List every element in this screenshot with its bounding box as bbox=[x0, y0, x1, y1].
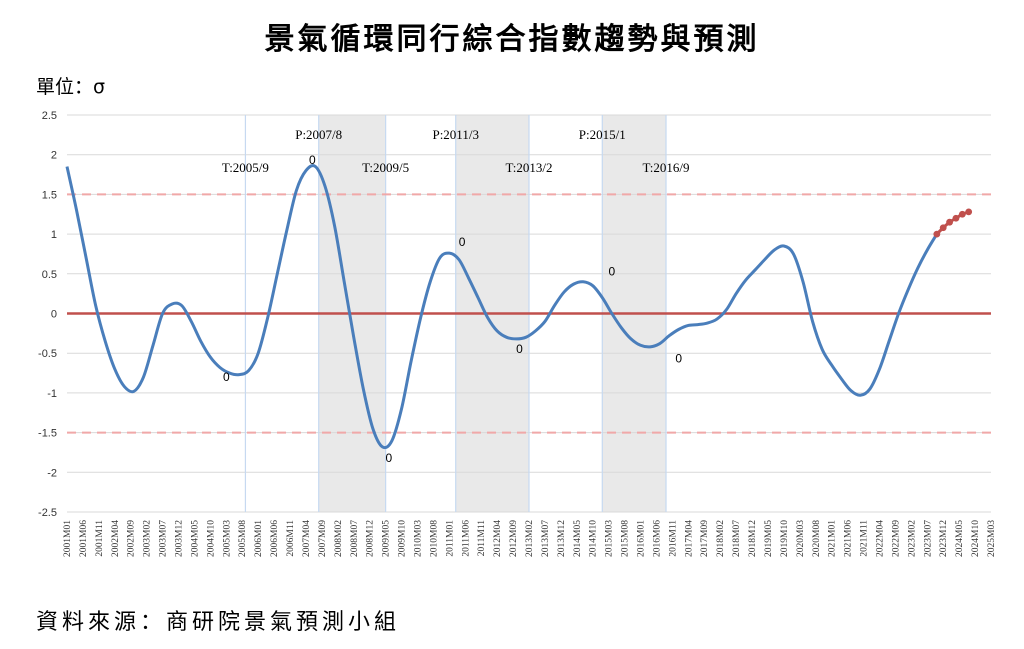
x-tick-label: 2013M12 bbox=[557, 520, 567, 557]
x-tick-label: 2009M10 bbox=[398, 520, 408, 557]
x-tick-label: 2002M09 bbox=[127, 520, 137, 557]
x-tick-label: 2024M10 bbox=[971, 520, 981, 557]
y-tick-label: -2 bbox=[47, 467, 57, 479]
x-tick-label: 2023M12 bbox=[939, 520, 949, 557]
x-tick-label: 2022M04 bbox=[875, 520, 885, 557]
x-tick-label: 2018M02 bbox=[716, 520, 726, 557]
x-tick-label: 2025M03 bbox=[987, 520, 997, 557]
x-tick-label: 2006M06 bbox=[270, 520, 280, 557]
x-tick-label: 2022M09 bbox=[891, 520, 901, 557]
x-tick-label: 2012M09 bbox=[509, 520, 519, 557]
y-tick-label: -1.5 bbox=[38, 428, 57, 440]
x-tick-label: 2020M08 bbox=[812, 520, 822, 557]
x-tick-label: 2017M04 bbox=[684, 520, 694, 557]
x-tick-label: 2009M05 bbox=[382, 520, 392, 557]
turning-point-annotation: T:2005/9 bbox=[222, 160, 269, 175]
turning-point-annotation: P:2007/8 bbox=[295, 127, 342, 142]
zero-marker-label: 0 bbox=[385, 451, 392, 465]
forecast-point bbox=[965, 208, 973, 216]
y-tick-label: 0 bbox=[51, 309, 57, 321]
x-tick-label: 2011M11 bbox=[477, 520, 487, 556]
turning-point-annotation: T:2016/9 bbox=[642, 160, 689, 175]
x-tick-label: 2006M11 bbox=[286, 520, 296, 557]
x-tick-label: 2018M07 bbox=[732, 520, 742, 557]
x-tick-label: 2015M03 bbox=[605, 520, 615, 557]
x-tick-label: 2004M10 bbox=[206, 520, 216, 557]
source-note: 資料來源：商研院景氣預測小組 bbox=[36, 610, 401, 635]
x-tick-label: 2008M02 bbox=[334, 520, 344, 557]
x-tick-label: 2020M03 bbox=[796, 520, 806, 557]
x-tick-label: 2013M07 bbox=[541, 520, 551, 557]
turning-point-annotation: P:2015/1 bbox=[579, 127, 626, 142]
y-tick-label: -0.5 bbox=[38, 348, 57, 360]
x-tick-label: 2007M09 bbox=[318, 520, 328, 557]
unit-label: 單位：σ bbox=[36, 76, 106, 98]
y-tick-label: 2 bbox=[51, 150, 57, 162]
index-line bbox=[65, 164, 939, 450]
x-tick-label: 2003M02 bbox=[143, 520, 153, 557]
x-tick-label: 2008M12 bbox=[366, 520, 376, 557]
y-tick-label: 1.5 bbox=[42, 189, 57, 201]
forecast-point bbox=[939, 224, 947, 232]
x-tick-label: 2014M05 bbox=[573, 520, 583, 557]
x-tick-label: 2021M01 bbox=[828, 520, 838, 557]
x-tick-label: 2001M11 bbox=[95, 520, 105, 557]
x-tick-label: 2006M01 bbox=[254, 520, 264, 557]
x-tick-label: 2017M09 bbox=[700, 520, 710, 557]
zero-marker-label: 0 bbox=[459, 235, 466, 249]
y-tick-label: 2.5 bbox=[42, 110, 57, 122]
x-tick-label: 2016M01 bbox=[637, 520, 647, 557]
x-tick-label: 2013M02 bbox=[525, 520, 535, 557]
x-tick-label: 2021M11 bbox=[860, 520, 870, 557]
y-tick-label: 0.5 bbox=[42, 269, 57, 281]
x-tick-label: 2023M02 bbox=[907, 520, 917, 557]
x-tick-label: 2016M06 bbox=[652, 520, 662, 557]
chart-title: 景氣循環同行綜合指數趨勢與預測 bbox=[264, 22, 760, 57]
x-tick-label: 2010M03 bbox=[413, 520, 423, 557]
x-tick-label: 2005M08 bbox=[238, 520, 248, 557]
x-tick-label: 2019M05 bbox=[764, 520, 774, 557]
x-tick-label: 2011M01 bbox=[445, 520, 455, 557]
forecast-point bbox=[952, 214, 960, 222]
x-tick-label: 2008M07 bbox=[350, 520, 360, 557]
zero-marker-label: 0 bbox=[516, 342, 523, 356]
zero-marker-label: 0 bbox=[608, 264, 615, 278]
zero-marker-label: 0 bbox=[675, 352, 682, 366]
x-tick-label: 2001M01 bbox=[63, 520, 73, 557]
x-tick-label: 2018M12 bbox=[748, 520, 758, 557]
x-tick-label: 2011M06 bbox=[461, 520, 471, 557]
turning-point-annotation: T:2013/2 bbox=[505, 160, 552, 175]
x-tick-label: 2024M05 bbox=[955, 520, 965, 557]
x-tick-label: 2004M05 bbox=[190, 520, 200, 557]
x-tick-label: 2002M04 bbox=[111, 520, 121, 557]
x-tick-label: 2014M10 bbox=[589, 520, 599, 557]
x-tick-label: 2015M08 bbox=[621, 520, 631, 557]
forecast-point bbox=[958, 210, 966, 218]
turning-point-annotation: P:2011/3 bbox=[432, 127, 478, 142]
zero-marker-label: 0 bbox=[223, 370, 230, 384]
forecast-point bbox=[933, 230, 941, 238]
line-chart: 2.5 2 1.5 1 0.5 0 -0.5 -1 -1.5 -2 -2.5 2001M01 2001… bbox=[38, 110, 997, 557]
x-tick-label: 2023M07 bbox=[923, 520, 933, 557]
x-tick-label: 2005M03 bbox=[222, 520, 232, 557]
y-tick-label: 1 bbox=[51, 229, 57, 241]
x-tick-label: 2001M06 bbox=[79, 520, 89, 557]
x-tick-label: 2021M06 bbox=[844, 520, 854, 557]
x-tick-label: 2012M04 bbox=[493, 520, 503, 557]
x-tick-label: 2003M07 bbox=[159, 520, 169, 557]
x-tick-label: 2003M12 bbox=[175, 520, 185, 557]
x-tick-label: 2010M08 bbox=[429, 520, 439, 557]
forecast-point bbox=[946, 218, 953, 226]
x-tick-label: 2007M04 bbox=[302, 520, 312, 557]
y-tick-label: -2.5 bbox=[38, 507, 57, 519]
x-tick-label: 2016M11 bbox=[668, 520, 678, 557]
zero-marker-label: 0 bbox=[309, 153, 316, 167]
y-tick-label: -1 bbox=[47, 388, 57, 400]
turning-point-annotation: T:2009/5 bbox=[362, 160, 409, 175]
x-tick-label: 2019M10 bbox=[780, 520, 790, 557]
